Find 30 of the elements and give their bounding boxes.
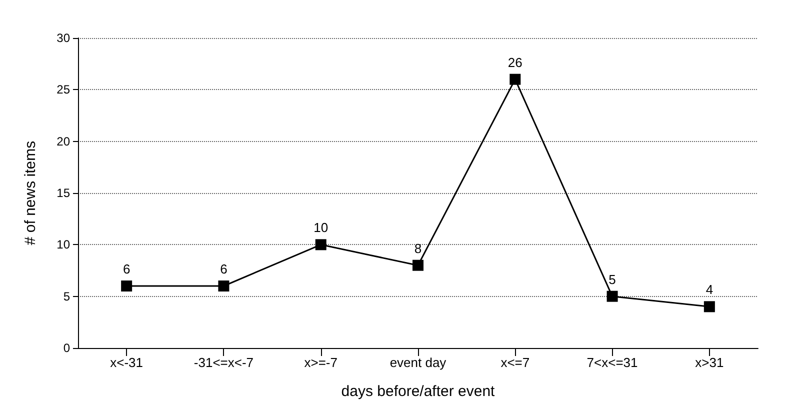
x-tick-label: event day bbox=[390, 355, 447, 370]
x-axis-title: days before/after event bbox=[341, 383, 496, 400]
y-tick-label: 30 bbox=[56, 31, 70, 45]
y-axis-title: # of news items bbox=[22, 140, 39, 246]
data-label: 6 bbox=[122, 262, 130, 276]
y-tick-label: 5 bbox=[63, 289, 70, 304]
point bbox=[704, 301, 715, 312]
x-tick-label: x>31 bbox=[695, 355, 724, 370]
data-label: 5 bbox=[608, 272, 616, 287]
y-tick-label: 15 bbox=[56, 186, 70, 200]
point bbox=[121, 280, 132, 292]
point bbox=[510, 74, 521, 85]
data-label: 6 bbox=[220, 262, 228, 276]
x-tick-label: x>=-7 bbox=[304, 355, 338, 370]
x-tick-label: x<=7 bbox=[500, 355, 530, 370]
data-label: 26 bbox=[508, 54, 522, 70]
data-label: 8 bbox=[414, 240, 422, 256]
x-tick-label: 7<x<=31 bbox=[586, 355, 638, 370]
point bbox=[315, 239, 326, 250]
x-tick-label: -31<=x<-7 bbox=[194, 355, 254, 370]
data-label: 10 bbox=[314, 220, 328, 236]
y-tick-label: 25 bbox=[56, 82, 70, 97]
y-tick-label: 10 bbox=[56, 238, 70, 252]
point bbox=[218, 280, 230, 292]
data-label: 4 bbox=[706, 282, 714, 298]
y-tick-label: 0 bbox=[63, 341, 70, 355]
point bbox=[606, 290, 618, 302]
y-tick-label: 20 bbox=[56, 134, 70, 148]
point bbox=[412, 260, 424, 271]
x-tick-label: x<-31 bbox=[110, 355, 144, 370]
